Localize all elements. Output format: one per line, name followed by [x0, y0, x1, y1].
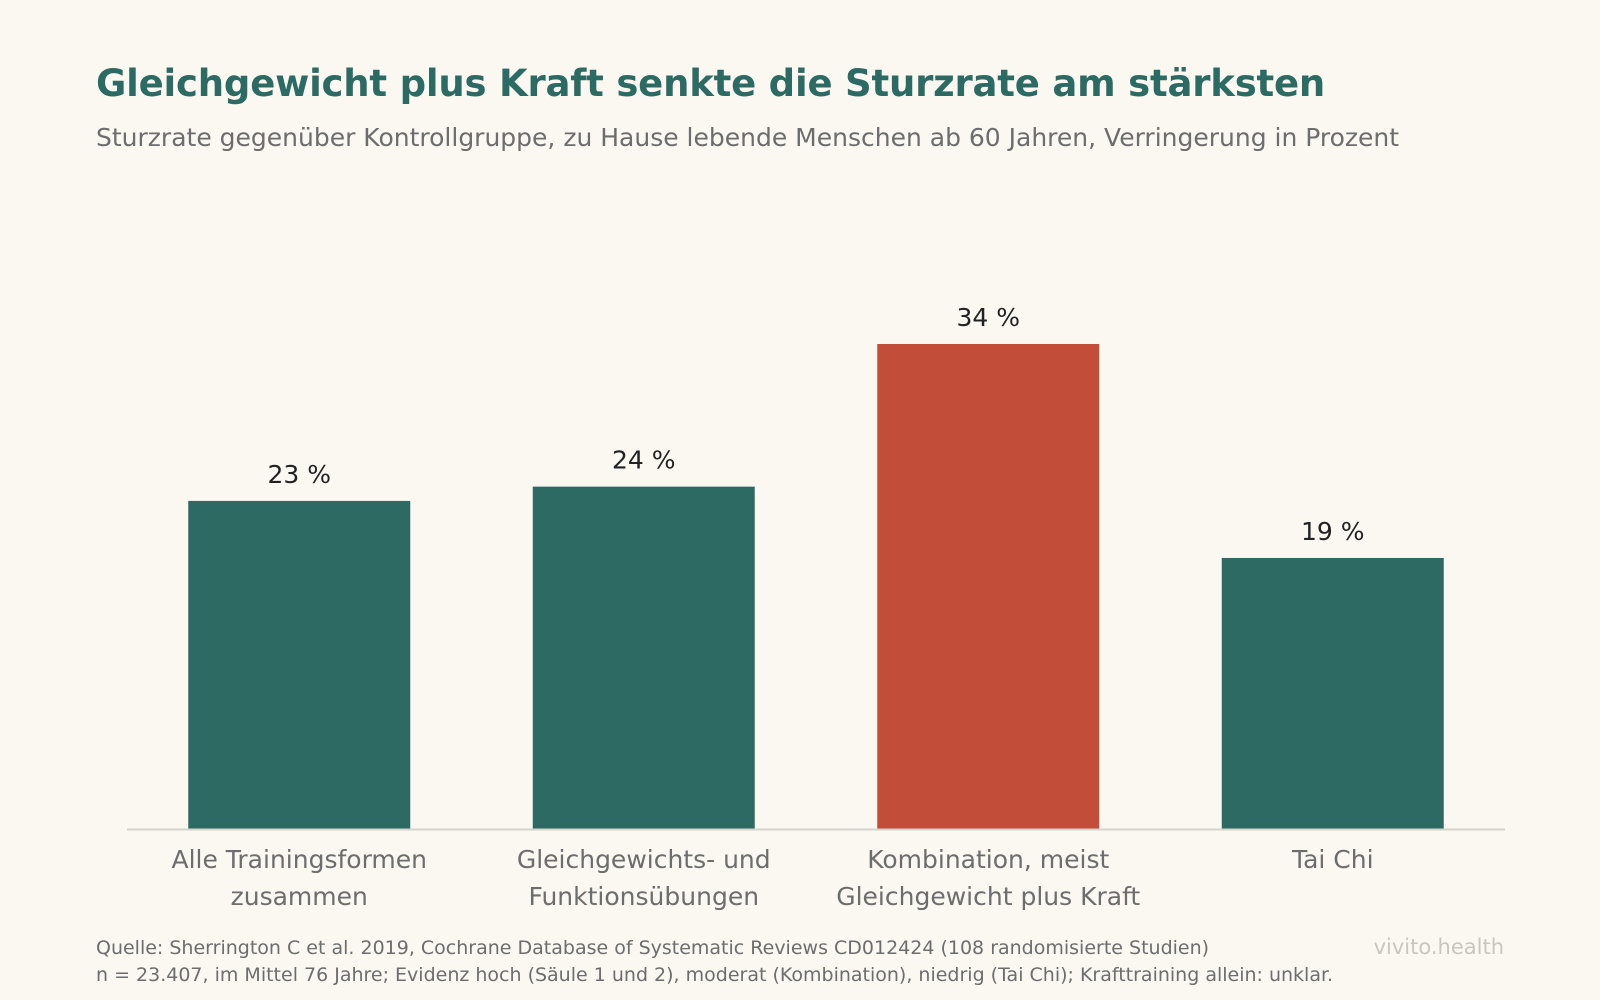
chart-title: Gleichgewicht plus Kraft senkte die Stur… [96, 62, 1326, 105]
value-label-1: 23 % [267, 460, 331, 489]
bar-chart: 23 % Alle Trainingsformen zusammen 24 % Glei… [127, 303, 1505, 911]
category-label-3-line-2: Gleichgewicht plus Kraft [836, 882, 1140, 911]
source-line-1: Quelle: Sherrington C et al. 2019, Cochr… [96, 937, 1210, 959]
bar-2 [532, 486, 755, 829]
value-label-4: 19 % [1301, 517, 1365, 546]
category-label-2-line-1: Gleichgewichts- und [517, 845, 771, 874]
bar-3 [877, 344, 1100, 829]
category-label-4-line-1: Tai Chi [1291, 845, 1374, 874]
category-label-3-line-1: Kombination, meist [867, 845, 1109, 874]
category-label-1-line-1: Alle Trainingsformen [171, 845, 427, 874]
value-label-2: 24 % [612, 446, 676, 475]
brand-watermark: vivito.health [1373, 935, 1504, 959]
bar-4 [1221, 557, 1444, 829]
value-label-3: 34 % [956, 303, 1020, 332]
source-line-2: n = 23.407, im Mittel 76 Jahre; Evidenz … [96, 964, 1334, 986]
category-label-2-line-2: Funktionsübungen [528, 882, 759, 911]
chart-subtitle: Sturzrate gegenüber Kontrollgruppe, zu H… [96, 123, 1400, 152]
category-label-1-line-2: zusammen [231, 882, 368, 911]
bar-1 [188, 500, 411, 829]
source-note: Quelle: Sherrington C et al. 2019, Cochr… [96, 935, 1333, 989]
